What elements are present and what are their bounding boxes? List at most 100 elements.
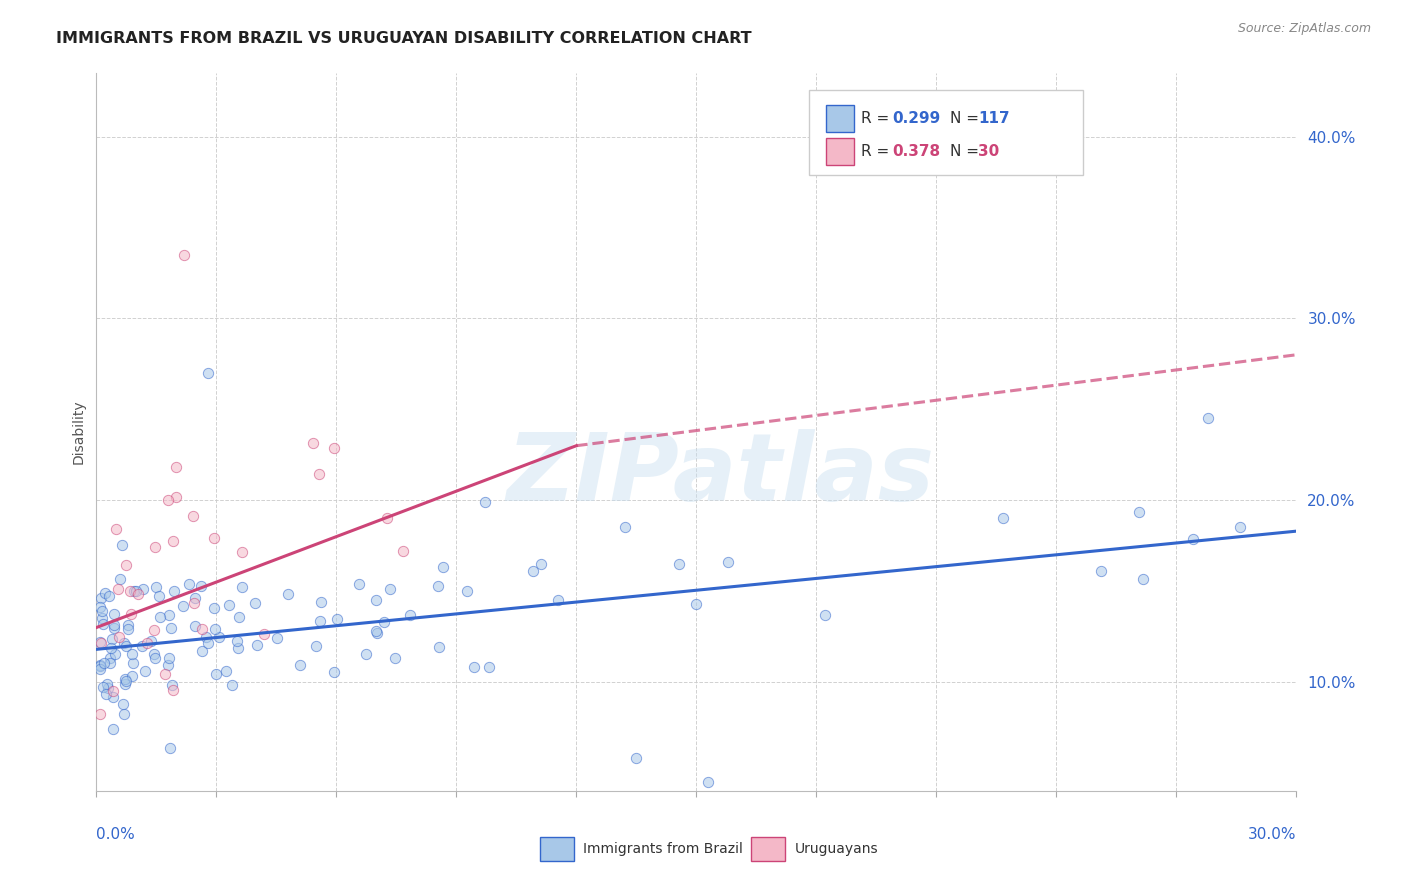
Point xyxy=(204,667,226,681)
Point xyxy=(522,564,544,578)
Point xyxy=(143,647,166,661)
Point xyxy=(1132,572,1154,586)
Point xyxy=(127,587,149,601)
Point xyxy=(98,651,121,665)
Point xyxy=(181,509,204,524)
Point xyxy=(97,681,120,695)
Point xyxy=(98,656,121,670)
Point xyxy=(111,538,134,552)
Point xyxy=(97,589,120,603)
Point xyxy=(103,618,125,632)
Point xyxy=(191,623,214,637)
Point xyxy=(347,577,370,591)
Point xyxy=(101,690,124,704)
Point xyxy=(195,630,218,644)
Point xyxy=(134,664,156,678)
Point xyxy=(96,676,118,690)
Point xyxy=(231,544,253,558)
Point xyxy=(122,583,145,598)
Point xyxy=(89,658,111,673)
Point xyxy=(139,633,162,648)
Point xyxy=(277,586,299,600)
Text: 0.0%: 0.0% xyxy=(97,827,135,842)
Point xyxy=(463,660,485,674)
Point xyxy=(226,641,249,656)
Point xyxy=(266,631,288,645)
Point xyxy=(626,751,648,765)
Text: N =: N = xyxy=(950,112,984,127)
Point xyxy=(110,572,132,586)
Point xyxy=(103,622,125,636)
Point xyxy=(1197,411,1219,425)
Text: ZIPatlas: ZIPatlas xyxy=(506,429,935,521)
Point xyxy=(162,682,184,697)
Point xyxy=(375,511,398,525)
Point xyxy=(101,683,124,698)
Point xyxy=(354,647,377,661)
Point xyxy=(90,591,112,605)
Point xyxy=(155,666,177,681)
Point xyxy=(398,607,420,622)
Point xyxy=(148,589,170,603)
Point xyxy=(697,775,720,789)
Point xyxy=(91,617,114,632)
Text: Immigrants from Brazil: Immigrants from Brazil xyxy=(583,842,744,856)
Point xyxy=(89,706,111,721)
Point xyxy=(290,657,312,672)
Point xyxy=(366,626,388,640)
Point xyxy=(226,634,249,648)
Point xyxy=(115,558,138,572)
Point xyxy=(991,510,1014,524)
Point xyxy=(160,621,183,635)
Point xyxy=(1229,520,1251,534)
Point xyxy=(111,698,134,712)
Text: Uruguayans: Uruguayans xyxy=(794,842,877,856)
Point xyxy=(173,248,195,262)
Point xyxy=(685,597,707,611)
Point xyxy=(323,665,346,679)
Point xyxy=(427,640,450,654)
Point xyxy=(160,678,183,692)
Point xyxy=(157,658,180,673)
Point xyxy=(112,706,135,721)
Point xyxy=(112,635,135,649)
Point xyxy=(172,599,194,613)
Point xyxy=(156,493,179,508)
Point xyxy=(384,651,406,665)
Point xyxy=(90,636,112,650)
Point xyxy=(253,626,276,640)
Text: 0.299: 0.299 xyxy=(893,112,941,127)
Point xyxy=(197,366,219,380)
Point xyxy=(308,467,330,481)
Point xyxy=(157,608,180,623)
Point xyxy=(165,490,187,504)
Text: N =: N = xyxy=(950,144,984,159)
Point xyxy=(120,607,142,621)
Point xyxy=(143,651,166,665)
Point xyxy=(246,638,269,652)
Point xyxy=(204,622,226,636)
Point xyxy=(93,586,115,600)
Point xyxy=(114,677,136,691)
Point xyxy=(183,596,205,610)
Text: Source: ZipAtlas.com: Source: ZipAtlas.com xyxy=(1237,22,1371,36)
Text: 30: 30 xyxy=(979,144,1000,159)
Point xyxy=(668,557,690,571)
Point xyxy=(104,647,127,661)
Point xyxy=(135,636,157,650)
Point xyxy=(157,650,180,665)
Point xyxy=(309,615,332,629)
Text: 117: 117 xyxy=(979,112,1010,127)
Point xyxy=(456,584,478,599)
Point xyxy=(197,636,219,650)
Point xyxy=(117,618,139,632)
Text: IMMIGRANTS FROM BRAZIL VS URUGUAYAN DISABILITY CORRELATION CHART: IMMIGRANTS FROM BRAZIL VS URUGUAYAN DISA… xyxy=(56,31,752,46)
Point xyxy=(183,591,205,605)
Point xyxy=(218,599,240,613)
Point xyxy=(107,582,129,597)
Text: R =: R = xyxy=(862,112,894,127)
Point xyxy=(202,531,225,545)
Point xyxy=(221,678,243,692)
Point xyxy=(184,619,207,633)
Point xyxy=(105,523,128,537)
